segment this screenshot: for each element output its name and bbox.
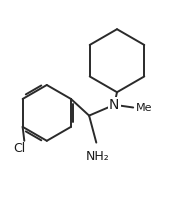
Text: Me: Me xyxy=(136,103,152,113)
Text: NH₂: NH₂ xyxy=(85,150,109,163)
Text: Cl: Cl xyxy=(13,141,25,155)
Text: N: N xyxy=(109,98,120,112)
